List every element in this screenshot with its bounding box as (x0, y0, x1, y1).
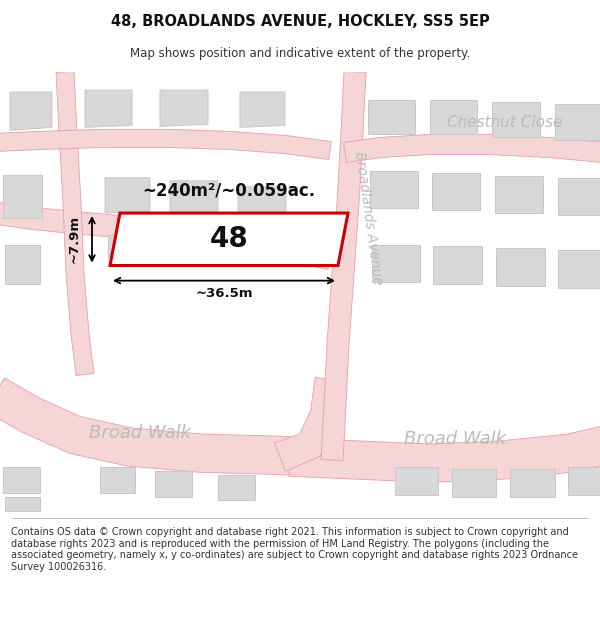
Text: ~36.5m: ~36.5m (195, 288, 253, 300)
Polygon shape (321, 71, 366, 461)
Text: Chestnut Close: Chestnut Close (448, 115, 563, 130)
Polygon shape (5, 498, 40, 511)
Polygon shape (218, 475, 255, 501)
Polygon shape (368, 100, 415, 134)
Polygon shape (510, 469, 555, 498)
Polygon shape (110, 213, 348, 266)
Polygon shape (495, 176, 543, 213)
Polygon shape (5, 246, 40, 284)
Polygon shape (0, 378, 321, 476)
Text: Broadlands Avenue: Broadlands Avenue (352, 151, 385, 286)
Polygon shape (274, 378, 345, 471)
Polygon shape (0, 129, 331, 159)
Polygon shape (289, 426, 600, 483)
Polygon shape (108, 235, 138, 259)
Polygon shape (558, 177, 600, 215)
Polygon shape (100, 468, 135, 494)
Polygon shape (160, 90, 208, 126)
Text: 48: 48 (209, 225, 248, 253)
Polygon shape (56, 71, 94, 376)
Polygon shape (170, 181, 218, 217)
Polygon shape (344, 134, 600, 162)
Polygon shape (558, 251, 600, 288)
Polygon shape (496, 248, 545, 286)
Polygon shape (555, 104, 600, 141)
Polygon shape (433, 246, 482, 284)
Polygon shape (10, 92, 52, 131)
Polygon shape (240, 92, 285, 128)
Polygon shape (85, 90, 132, 128)
Polygon shape (432, 173, 480, 210)
Text: Broad Walk: Broad Walk (404, 430, 506, 448)
Text: ~240m²/~0.059ac.: ~240m²/~0.059ac. (142, 182, 316, 200)
Polygon shape (238, 187, 286, 223)
Text: Map shows position and indicative extent of the property.: Map shows position and indicative extent… (130, 48, 470, 61)
Text: 48, BROADLANDS AVENUE, HOCKLEY, SS5 5EP: 48, BROADLANDS AVENUE, HOCKLEY, SS5 5EP (110, 14, 490, 29)
Polygon shape (568, 468, 600, 496)
Polygon shape (372, 246, 420, 282)
Polygon shape (430, 100, 477, 134)
Polygon shape (492, 102, 540, 138)
Text: Contains OS data © Crown copyright and database right 2021. This information is : Contains OS data © Crown copyright and d… (11, 527, 578, 572)
Polygon shape (105, 177, 150, 213)
Polygon shape (0, 202, 332, 269)
Polygon shape (452, 469, 496, 498)
Polygon shape (3, 468, 40, 494)
Polygon shape (395, 468, 438, 496)
Text: ~7.9m: ~7.9m (67, 215, 80, 263)
Polygon shape (155, 471, 192, 498)
Text: Broad Walk: Broad Walk (89, 424, 191, 442)
Polygon shape (3, 175, 42, 218)
Polygon shape (370, 171, 418, 208)
